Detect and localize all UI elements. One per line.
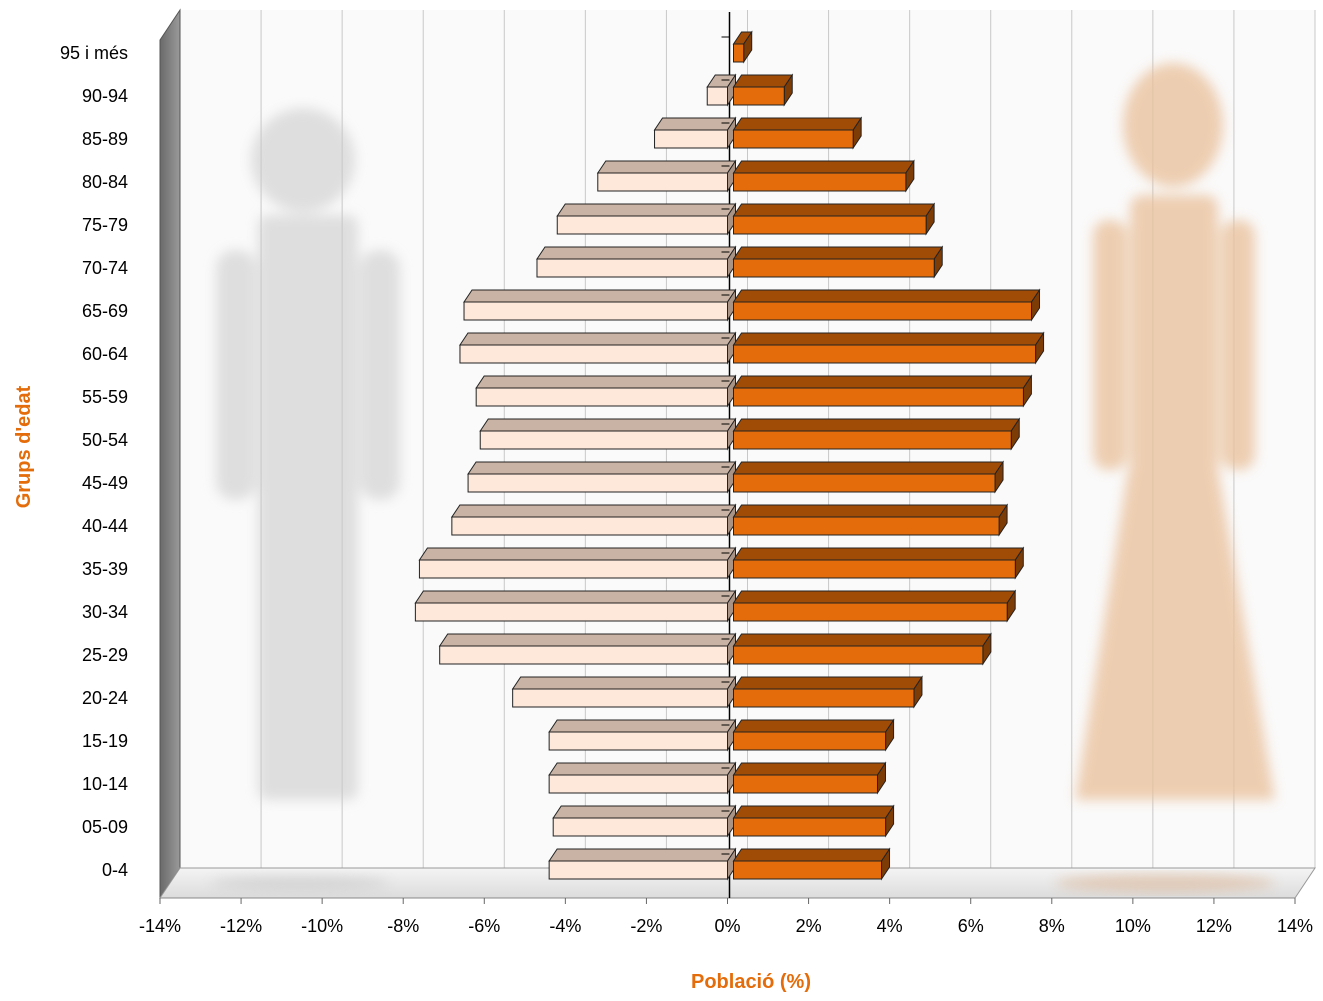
bar-male bbox=[556, 202, 737, 236]
bar-female bbox=[732, 331, 1045, 365]
x-tick-label: 14% bbox=[1277, 916, 1313, 936]
bar-male bbox=[548, 718, 737, 752]
y-tick-label: 70-74 bbox=[82, 258, 128, 278]
x-tick-label: 0% bbox=[714, 916, 740, 936]
bar-female bbox=[732, 116, 863, 150]
x-axis-title: Població (%) bbox=[691, 971, 811, 993]
bar-female bbox=[732, 503, 1009, 537]
x-tick-label: 8% bbox=[1039, 916, 1065, 936]
y-tick-label: 90-94 bbox=[82, 86, 128, 106]
y-tick-label: 85-89 bbox=[82, 129, 128, 149]
bar-female bbox=[732, 804, 895, 838]
y-tick-label: 40-44 bbox=[82, 516, 128, 536]
bar-male bbox=[475, 374, 737, 408]
bar-male bbox=[548, 847, 737, 881]
bar-male bbox=[596, 159, 737, 193]
bar-female bbox=[732, 245, 944, 279]
male-silhouette-icon bbox=[216, 108, 400, 800]
x-tick-label: 4% bbox=[877, 916, 903, 936]
bar-male bbox=[479, 417, 737, 451]
y-axis-title: Grups d'edat bbox=[13, 385, 35, 508]
bar-female bbox=[732, 288, 1041, 322]
x-tick-label: -12% bbox=[220, 916, 262, 936]
bar-female bbox=[732, 374, 1033, 408]
y-tick-label: 50-54 bbox=[82, 430, 128, 450]
bar-female bbox=[732, 847, 891, 881]
bar-male bbox=[706, 73, 737, 107]
x-tick-label: 2% bbox=[796, 916, 822, 936]
x-tick-label: -8% bbox=[387, 916, 419, 936]
bar-female bbox=[732, 546, 1025, 580]
y-tick-label: 75-79 bbox=[82, 215, 128, 235]
y-tick-label: 95 i més bbox=[60, 43, 128, 63]
bar-female bbox=[732, 73, 794, 107]
y-tick-labels: 0-4 05-09 10-14 15-19 20-24 25-29 30-34 35-39 40… bbox=[60, 43, 128, 880]
x-tick-label: 6% bbox=[958, 916, 984, 936]
bar-female bbox=[732, 417, 1021, 451]
x-tick-label: 10% bbox=[1115, 916, 1151, 936]
bar-female bbox=[732, 159, 915, 193]
female-silhouette-icon bbox=[1075, 63, 1275, 800]
bar-male bbox=[459, 331, 737, 365]
x-tick-label: 12% bbox=[1196, 916, 1232, 936]
chart-side-wall bbox=[159, 8, 181, 900]
y-tick-label: 0-4 bbox=[102, 860, 128, 880]
bar-female bbox=[732, 460, 1004, 494]
bar-male bbox=[450, 503, 737, 537]
x-tick-label: -2% bbox=[630, 916, 662, 936]
x-tick-labels: -14% -12% -10% -8% -6% -4% -2% 0% 2% 4% 6% 8% 10% 12%… bbox=[139, 898, 1313, 936]
y-tick-label: 65-69 bbox=[82, 301, 128, 321]
y-tick-label: 10-14 bbox=[82, 774, 128, 794]
x-tick-label: -6% bbox=[468, 916, 500, 936]
bar-male bbox=[438, 632, 737, 666]
bars-group bbox=[414, 12, 1045, 898]
y-tick-label: 30-34 bbox=[82, 602, 128, 622]
bar-male bbox=[463, 288, 737, 322]
x-tick-label: -10% bbox=[301, 916, 343, 936]
y-tick-label: 55-59 bbox=[82, 387, 128, 407]
y-tick-label: 35-39 bbox=[82, 559, 128, 579]
bar-male bbox=[548, 761, 737, 795]
bar-male bbox=[418, 546, 737, 580]
y-tick-label: 45-49 bbox=[82, 473, 128, 493]
x-tick-label: -4% bbox=[549, 916, 581, 936]
bar-female bbox=[732, 632, 992, 666]
floor-shadows bbox=[210, 874, 1275, 892]
y-tick-label: 05-09 bbox=[82, 817, 128, 837]
bar-male bbox=[653, 116, 737, 150]
bar-male bbox=[467, 460, 737, 494]
bar-male bbox=[511, 675, 737, 709]
y-tick-label: 15-19 bbox=[82, 731, 128, 751]
bar-female bbox=[732, 589, 1017, 623]
x-tick-label: -14% bbox=[139, 916, 181, 936]
bar-female bbox=[732, 30, 753, 64]
y-tick-label: 60-64 bbox=[82, 344, 128, 364]
bar-female bbox=[732, 675, 923, 709]
bar-male bbox=[552, 804, 737, 838]
bar-male bbox=[536, 245, 737, 279]
y-tick-label: 20-24 bbox=[82, 688, 128, 708]
bar-male bbox=[414, 589, 737, 623]
bar-female bbox=[732, 718, 895, 752]
bar-female bbox=[732, 761, 887, 795]
bar-female bbox=[732, 202, 936, 236]
y-tick-label: 80-84 bbox=[82, 172, 128, 192]
y-tick-label: 25-29 bbox=[82, 645, 128, 665]
